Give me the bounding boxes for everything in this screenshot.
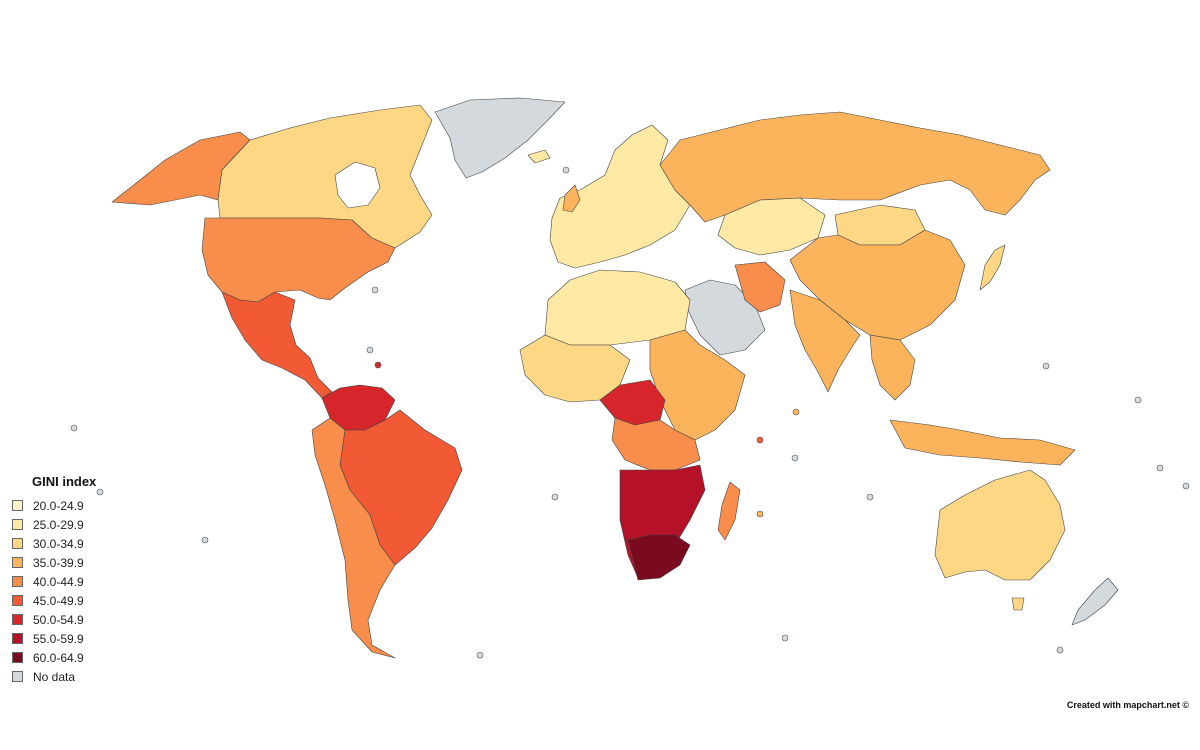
legend-swatch — [12, 576, 23, 587]
region-madagascar — [717, 481, 741, 541]
region-russia — [659, 111, 1051, 223]
region-mexico — [221, 291, 333, 399]
legend-item: 25.0-29.9 — [12, 515, 132, 534]
region-australia — [934, 469, 1066, 581]
island-dot — [562, 166, 570, 174]
credit-text: Created with mapchart.net © — [1066, 700, 1189, 710]
island-dot — [201, 536, 209, 544]
island-dot — [1156, 464, 1164, 472]
legend-swatch — [12, 500, 23, 511]
legend-title: GINI index — [32, 474, 97, 489]
island-dot — [756, 436, 764, 444]
island-dot — [792, 408, 800, 416]
region-india — [789, 289, 861, 393]
island-dot — [866, 493, 874, 501]
island-dot — [1056, 646, 1064, 654]
region-andes — [311, 417, 396, 659]
region-china — [789, 229, 966, 341]
legend-label: 30.0-34.9 — [33, 536, 84, 551]
region-iceland — [527, 149, 551, 164]
region-congo — [611, 417, 701, 471]
island-dot — [781, 634, 789, 642]
legend-label: 40.0-44.9 — [33, 574, 84, 589]
region-new-zealand — [1071, 577, 1119, 626]
region-south-africa — [627, 534, 691, 581]
legend-label: 35.0-39.9 — [33, 555, 84, 570]
region-japan — [979, 244, 1006, 291]
region-central-asia — [717, 197, 826, 256]
region-greenland — [434, 97, 566, 179]
island-dot — [1042, 362, 1050, 370]
legend-label: 50.0-54.9 — [33, 612, 84, 627]
island-dot — [791, 454, 799, 462]
island-dot — [756, 510, 764, 518]
island-dot — [1134, 396, 1142, 404]
island-dot — [1182, 482, 1190, 490]
island-dot — [476, 651, 484, 659]
legend-items: 20.0-24.9 25.0-29.9 30.0-34.9 35.0-39.9 40.0… — [12, 496, 132, 686]
region-indonesia — [889, 419, 1076, 466]
legend-label: 20.0-24.9 — [33, 498, 84, 513]
legend-label: 60.0-64.9 — [33, 650, 84, 665]
legend-swatch — [12, 614, 23, 625]
legend-item: 40.0-44.9 — [12, 572, 132, 591]
legend-swatch — [12, 633, 23, 644]
region-southeast-asia — [869, 334, 916, 401]
legend-item: 45.0-49.9 — [12, 591, 132, 610]
region-hudson-bay — [334, 161, 381, 209]
island-dot — [371, 286, 379, 294]
legend-swatch — [12, 652, 23, 663]
region-north-africa — [544, 269, 691, 346]
legend-label: No data — [33, 669, 76, 684]
island-dot — [551, 493, 559, 501]
legend-label: 25.0-29.9 — [33, 517, 84, 532]
legend-label: 45.0-49.9 — [33, 593, 84, 608]
legend-item: 20.0-24.9 — [12, 496, 132, 515]
legend-item: 50.0-54.9 — [12, 610, 132, 629]
island-dot — [70, 424, 78, 432]
legend-swatch — [12, 557, 23, 568]
legend-item: 35.0-39.9 — [12, 553, 132, 572]
legend-swatch — [12, 595, 23, 606]
legend-item: 55.0-59.9 — [12, 629, 132, 648]
region-uk — [562, 184, 581, 213]
region-iran — [734, 261, 786, 313]
legend-item: 60.0-64.9 — [12, 648, 132, 667]
region-tasmania — [1011, 597, 1025, 611]
legend-swatch — [12, 671, 23, 682]
island-dot — [366, 346, 374, 354]
legend-item: No data — [12, 667, 132, 686]
legend-swatch — [12, 538, 23, 549]
legend-item: 30.0-34.9 — [12, 534, 132, 553]
island-dot — [96, 488, 104, 496]
legend-swatch — [12, 519, 23, 530]
map-legend: GINI index 20.0-24.9 25.0-29.9 30.0-34.9 35… — [12, 474, 132, 686]
legend-label: 55.0-59.9 — [33, 631, 84, 646]
island-dot — [374, 361, 382, 369]
